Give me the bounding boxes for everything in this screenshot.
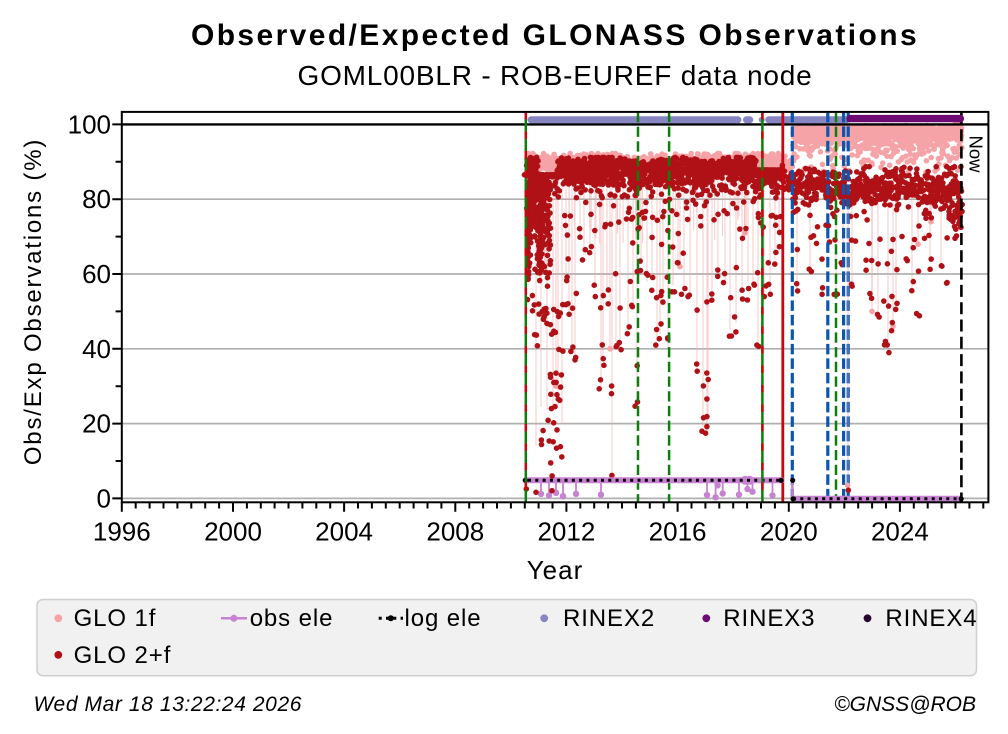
svg-text:2008: 2008 bbox=[426, 517, 484, 547]
svg-text:2024: 2024 bbox=[871, 517, 929, 547]
svg-text:Year: Year bbox=[527, 555, 584, 585]
svg-text:Wed Mar 18 13:22:24 2026: Wed Mar 18 13:22:24 2026 bbox=[34, 693, 303, 716]
svg-text:2020: 2020 bbox=[760, 517, 818, 547]
svg-text:Obs/Exp Observations (%): Obs/Exp Observations (%) bbox=[20, 138, 47, 465]
svg-text:Now: Now bbox=[966, 136, 987, 174]
svg-text:2000: 2000 bbox=[204, 517, 262, 547]
svg-text:GOML00BLR - ROB-EUREF data nod: GOML00BLR - ROB-EUREF data node bbox=[298, 60, 813, 91]
svg-text:0: 0 bbox=[97, 483, 111, 513]
svg-text:RINEX4: RINEX4 bbox=[885, 605, 977, 632]
svg-text:20: 20 bbox=[82, 409, 111, 439]
svg-text:©GNSS@ROB: ©GNSS@ROB bbox=[834, 693, 976, 716]
svg-text:GLO 2+f: GLO 2+f bbox=[74, 642, 172, 669]
svg-text:1996: 1996 bbox=[93, 517, 151, 547]
svg-text:2004: 2004 bbox=[315, 517, 373, 547]
svg-text:Observed/Expected GLONASS Obse: Observed/Expected GLONASS Observations bbox=[191, 19, 919, 52]
svg-text:2012: 2012 bbox=[537, 517, 595, 547]
svg-text:100: 100 bbox=[68, 109, 111, 139]
svg-text:60: 60 bbox=[82, 259, 111, 289]
svg-text:GLO 1f: GLO 1f bbox=[74, 605, 157, 632]
svg-text:80: 80 bbox=[82, 184, 111, 214]
svg-text:2016: 2016 bbox=[649, 517, 707, 547]
svg-text:obs ele: obs ele bbox=[250, 605, 334, 632]
svg-text:log ele: log ele bbox=[405, 605, 482, 632]
svg-text:40: 40 bbox=[82, 334, 111, 364]
svg-text:RINEX2: RINEX2 bbox=[563, 605, 655, 632]
svg-text:RINEX3: RINEX3 bbox=[723, 605, 815, 632]
